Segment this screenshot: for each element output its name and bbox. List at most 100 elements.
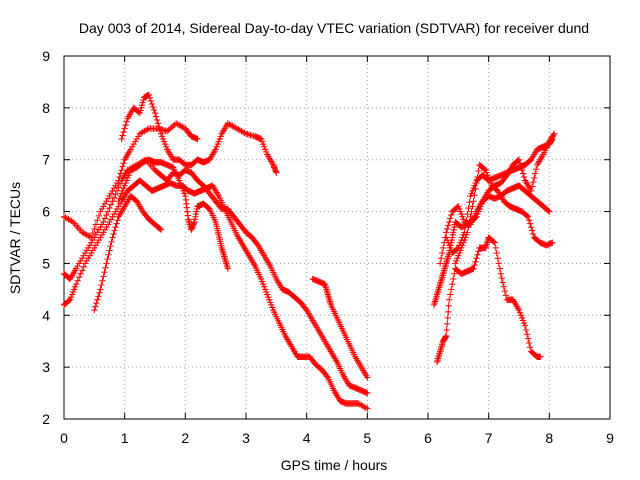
data-point xyxy=(98,281,105,289)
data-point xyxy=(120,159,127,167)
data-point xyxy=(451,270,458,277)
data-point xyxy=(524,335,532,342)
y-tick-label: 2 xyxy=(42,411,50,427)
data-point xyxy=(437,346,444,354)
data-point xyxy=(74,223,81,231)
chart-title: Day 003 of 2014, Sidereal Day-to-day VTE… xyxy=(79,20,589,36)
data-point xyxy=(75,274,83,281)
data-point xyxy=(118,166,125,174)
data-point xyxy=(324,291,332,298)
data-point xyxy=(122,121,129,129)
data-point xyxy=(102,264,109,271)
data-point xyxy=(100,218,107,226)
data-point xyxy=(223,261,230,269)
data-point xyxy=(80,263,87,271)
data-point xyxy=(528,227,536,234)
data-point xyxy=(110,230,117,238)
data-point xyxy=(523,212,531,220)
data-point xyxy=(109,234,116,241)
data-point xyxy=(106,204,113,212)
data-point xyxy=(221,255,228,262)
data-point xyxy=(444,255,451,262)
y-tick-label: 7 xyxy=(42,152,50,168)
data-point xyxy=(110,194,118,201)
data-point xyxy=(222,258,229,265)
y-tick-label: 8 xyxy=(42,100,50,116)
data-point xyxy=(362,404,370,411)
data-point xyxy=(435,353,442,360)
data-point xyxy=(524,213,532,220)
data-point xyxy=(108,238,115,246)
data-point xyxy=(273,169,280,176)
data-point xyxy=(152,113,160,120)
y-tick-label: 3 xyxy=(42,359,50,375)
data-point xyxy=(497,270,504,277)
data-point xyxy=(123,118,130,125)
data-point xyxy=(433,293,440,300)
data-point xyxy=(550,131,557,139)
data-point xyxy=(219,246,226,253)
data-point xyxy=(527,187,535,195)
data-point xyxy=(517,163,525,170)
data-point xyxy=(441,234,449,241)
data-point xyxy=(448,286,455,293)
data-point xyxy=(121,125,128,132)
data-point xyxy=(220,251,227,258)
data-point xyxy=(441,263,449,271)
data-point xyxy=(109,198,116,205)
data-point xyxy=(323,373,331,380)
y-tick-label: 4 xyxy=(42,307,50,323)
plot-frame xyxy=(63,55,611,420)
data-point xyxy=(444,320,451,328)
data-point xyxy=(491,239,498,246)
data-point xyxy=(529,230,537,238)
data-point xyxy=(223,260,230,267)
data-point xyxy=(96,289,103,297)
data-point xyxy=(112,191,119,198)
data-point xyxy=(440,268,447,276)
series-track-12 xyxy=(436,130,558,267)
data-point xyxy=(445,253,452,260)
data-point xyxy=(105,251,112,258)
data-point xyxy=(103,211,110,219)
x-tick-label: 4 xyxy=(303,430,311,446)
x-tick-label: 9 xyxy=(606,430,614,446)
data-point xyxy=(77,270,84,277)
data-point xyxy=(72,280,80,288)
y-tick-label: 5 xyxy=(42,255,50,271)
data-point xyxy=(502,292,510,299)
series-track-4 xyxy=(60,177,371,412)
data-point xyxy=(438,343,445,350)
data-point xyxy=(101,215,109,222)
data-point xyxy=(440,267,448,274)
data-point xyxy=(154,120,162,127)
data-point xyxy=(475,167,482,175)
data-point xyxy=(437,255,445,262)
data-point xyxy=(469,203,476,210)
data-point xyxy=(147,97,155,105)
data-point xyxy=(436,282,443,290)
data-point xyxy=(107,201,115,208)
data-point xyxy=(224,265,231,272)
data-point xyxy=(241,129,248,137)
data-point xyxy=(433,291,441,298)
data-point xyxy=(183,200,190,207)
data-point xyxy=(113,187,121,195)
data-point xyxy=(549,239,556,246)
series-track-7 xyxy=(309,275,371,381)
x-tick-label: 3 xyxy=(242,430,250,446)
data-point xyxy=(444,256,451,264)
data-point xyxy=(182,192,189,200)
data-point xyxy=(523,331,531,338)
data-point xyxy=(470,198,477,205)
data-point xyxy=(323,286,330,293)
data-point xyxy=(436,280,444,288)
data-point xyxy=(118,135,125,143)
data-point xyxy=(184,208,191,215)
data-point xyxy=(91,225,98,233)
data-point xyxy=(537,353,544,360)
data-point xyxy=(97,286,104,293)
data-point xyxy=(326,296,333,303)
data-point xyxy=(104,255,111,263)
